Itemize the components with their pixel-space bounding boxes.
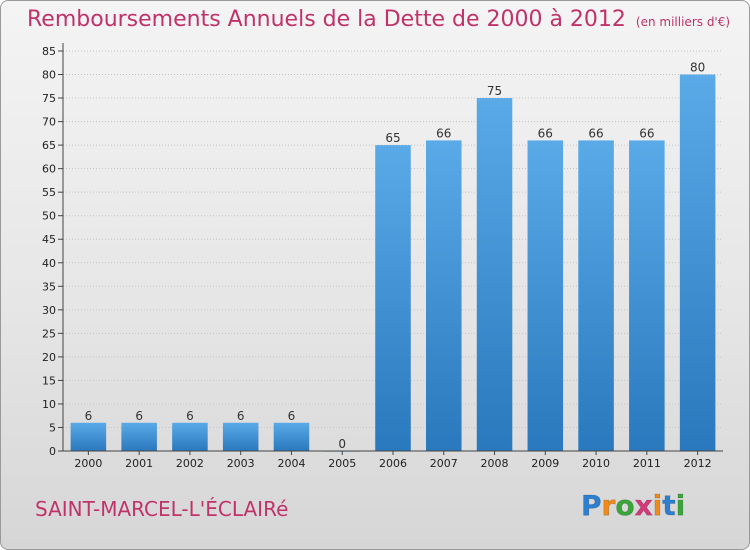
data-label-2010: 66	[588, 126, 603, 140]
logo-letter: x	[634, 489, 653, 523]
x-tick-label: 2003	[227, 457, 255, 470]
y-tick-label: 30	[42, 304, 56, 317]
bar-2011	[629, 140, 665, 452]
bar-2001	[121, 422, 157, 451]
x-tick-label: 2004	[277, 457, 305, 470]
place-name: SAINT-MARCEL-L'ÉCLAIRé	[35, 497, 289, 521]
x-tick-label: 2001	[125, 457, 153, 470]
chart-unit-note: (en milliers d'€)	[635, 15, 731, 29]
bar-2012	[679, 74, 716, 451]
y-tick-label: 10	[42, 398, 56, 411]
data-label-2000: 6	[85, 409, 93, 423]
bar-2004	[273, 422, 310, 451]
y-tick-label: 75	[42, 92, 56, 105]
chart-title: Remboursements Annuels de la Dette de 20…	[27, 7, 730, 32]
bar-2000	[70, 422, 107, 451]
logo-letter: i	[652, 489, 663, 523]
y-tick-label: 55	[42, 186, 56, 199]
data-label-2009: 66	[538, 126, 553, 140]
bar-2009	[527, 140, 564, 452]
x-tick-label: 2009	[531, 457, 559, 470]
y-tick-label: 20	[42, 351, 56, 364]
x-tick-label: 2011	[633, 457, 661, 470]
x-tick-label: 2005	[328, 457, 356, 470]
x-tick-label: 2012	[684, 457, 712, 470]
data-label-2011: 66	[639, 126, 654, 140]
x-tick-label: 2006	[379, 457, 407, 470]
y-tick-label: 0	[49, 445, 56, 458]
y-tick-label: 60	[42, 163, 56, 176]
data-label-2007: 66	[436, 126, 451, 140]
logo-letter: t	[662, 489, 676, 523]
data-label-2003: 6	[237, 409, 245, 423]
y-tick-label: 45	[42, 233, 56, 246]
chart-title-text: Remboursements Annuels de la Dette de 20…	[27, 7, 626, 32]
x-tick-label: 2007	[430, 457, 458, 470]
x-tick-label: 2008	[481, 457, 509, 470]
y-tick-label: 80	[42, 69, 56, 82]
y-tick-label: 40	[42, 257, 56, 270]
y-tick-label: 35	[42, 280, 56, 293]
bar-2010	[578, 140, 614, 452]
bar-2002	[172, 422, 208, 451]
x-tick-label: 2002	[176, 457, 204, 470]
bar-2008	[476, 98, 513, 451]
x-tick-label: 2010	[582, 457, 610, 470]
y-tick-label: 70	[42, 116, 56, 129]
x-tick-label: 2000	[74, 457, 102, 470]
y-tick-label: 15	[42, 374, 56, 387]
logo-letter: i	[675, 489, 686, 523]
y-tick-label: 85	[42, 45, 56, 58]
proxiti-logo: Proxiti	[581, 489, 686, 523]
data-label-2006: 65	[385, 131, 400, 145]
data-label-2005: 0	[338, 437, 346, 451]
y-tick-label: 65	[42, 139, 56, 152]
logo-letter: r	[601, 489, 616, 523]
data-label-2012: 80	[690, 61, 705, 75]
logo-letter: o	[615, 489, 635, 523]
y-tick-label: 5	[49, 421, 56, 434]
logo-letter: P	[581, 489, 602, 523]
bar-2007	[426, 140, 462, 452]
data-label-2002: 6	[186, 409, 194, 423]
data-label-2004: 6	[288, 409, 296, 423]
bar-2003	[222, 422, 259, 451]
bar-2006	[375, 145, 411, 451]
y-tick-label: 50	[42, 210, 56, 223]
data-label-2008: 75	[487, 84, 502, 98]
data-label-2001: 6	[135, 409, 143, 423]
y-tick-label: 25	[42, 327, 56, 340]
